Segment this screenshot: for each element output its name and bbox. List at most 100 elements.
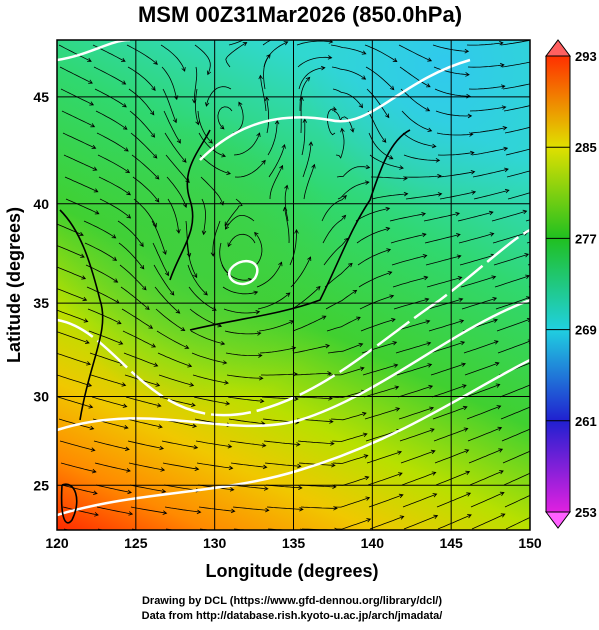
streamline: [359, 294, 395, 310]
streamline: [502, 450, 530, 464]
x-tick-label: 125: [124, 535, 148, 551]
streamline: [132, 176, 160, 203]
streamline: [119, 264, 147, 291]
streamline: [126, 418, 163, 429]
streamline: [152, 242, 169, 277]
streamline: [127, 440, 165, 451]
streamline: [164, 132, 187, 163]
streamline: [365, 66, 395, 91]
streamline: [504, 126, 530, 134]
streamline: [292, 315, 327, 332]
streamline: [126, 44, 158, 65]
streamline: [224, 330, 262, 336]
streamline: [506, 170, 530, 178]
streamline: [324, 262, 353, 288]
streamline: [395, 341, 432, 354]
x-tick-label: 150: [518, 535, 542, 551]
streamline: [400, 449, 436, 464]
streamline: [503, 472, 530, 486]
streamline: [163, 110, 181, 144]
streamline: [227, 396, 265, 404]
streamline: [391, 254, 428, 266]
streamline: [401, 471, 437, 486]
streamline: [128, 462, 166, 472]
streamline: [403, 514, 439, 530]
streamline: [299, 76, 311, 111]
streamline: [331, 432, 368, 443]
streamline: [162, 88, 178, 124]
streamline: [164, 506, 202, 515]
colorbar-label: 277: [575, 231, 597, 246]
streamline: [57, 245, 85, 258]
streamline: [62, 506, 99, 517]
streamline: [268, 144, 286, 178]
streamline: [224, 198, 243, 227]
streamline: [467, 426, 503, 442]
streamline: [193, 396, 231, 406]
streamline: [494, 274, 530, 288]
streamline: [62, 132, 97, 149]
streamline: [470, 491, 505, 508]
streamline: [493, 253, 530, 266]
streamline: [368, 493, 404, 508]
y-tick-label: 35: [33, 295, 49, 311]
streamline: [473, 188, 510, 200]
streamline: [336, 518, 372, 530]
streamline: [191, 352, 228, 365]
streamline: [360, 318, 396, 332]
streamline: [159, 396, 196, 407]
streamline: [504, 494, 530, 508]
streamline: [297, 55, 333, 68]
streamline: [467, 62, 505, 68]
streamline: [336, 164, 371, 178]
streamline: [290, 256, 312, 288]
streamline: [61, 110, 96, 128]
streamline: [371, 176, 408, 181]
streamline: [425, 254, 462, 266]
streamline: [403, 154, 441, 163]
streamline: [330, 411, 367, 421]
streamline: [499, 382, 530, 398]
streamline: [468, 84, 506, 90]
x-tick-label: 145: [439, 535, 463, 551]
streamline: [84, 242, 118, 261]
streamline: [95, 484, 133, 495]
streamline: [153, 264, 175, 296]
streamline: [363, 385, 400, 398]
streamline: [228, 40, 245, 46]
streamline: [428, 319, 465, 332]
streamline: [429, 341, 466, 354]
streamline: [297, 440, 335, 446]
streamline: [199, 154, 232, 176]
streamline: [500, 40, 530, 46]
streamline: [334, 496, 371, 508]
streamline: [91, 396, 128, 408]
streamline: [121, 308, 154, 329]
title: MSM 00Z31Mar2026 (850.0hPa): [138, 2, 462, 27]
streamline: [500, 406, 530, 420]
streamline: [326, 316, 361, 332]
streamline: [151, 220, 167, 255]
streamline: [402, 132, 437, 149]
contours: [57, 40, 530, 517]
streamline: [400, 88, 431, 112]
streamline: [295, 396, 333, 401]
streamline: [64, 176, 99, 193]
streamline: [337, 180, 370, 200]
streamline: [369, 515, 405, 530]
streamline: [439, 190, 477, 200]
streamline: [472, 167, 509, 178]
streamline: [57, 331, 90, 344]
streamline: [127, 66, 156, 91]
streamline: [503, 105, 530, 112]
streamline: [224, 215, 255, 230]
colorbar-label: 285: [575, 140, 597, 155]
colorbar-label: 253: [575, 505, 597, 520]
x-axis-label: Longitude (degrees): [205, 561, 378, 581]
streamline: [57, 352, 91, 366]
streamline: [59, 440, 96, 452]
streamline: [60, 462, 97, 474]
streamline: [460, 275, 497, 288]
streamline: [468, 448, 504, 464]
colorbar-extend: [545, 39, 571, 57]
